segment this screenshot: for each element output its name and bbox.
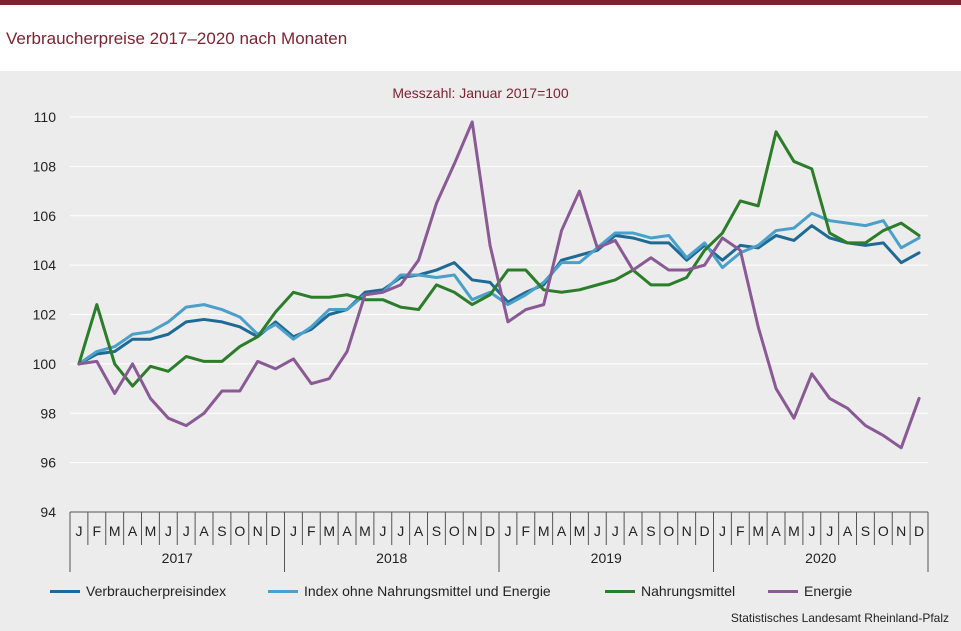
legend-item-nahrungsmittel: Nahrungsmittel bbox=[605, 583, 735, 599]
x-tick-label: A bbox=[771, 523, 781, 539]
x-tick-label: D bbox=[700, 523, 710, 539]
x-year-label: 2019 bbox=[591, 550, 622, 566]
x-tick-label: N bbox=[896, 523, 906, 539]
x-tick-label: M bbox=[788, 523, 800, 539]
x-tick-label: D bbox=[485, 523, 495, 539]
y-tick-label: 108 bbox=[33, 158, 57, 174]
x-tick-label: A bbox=[628, 523, 638, 539]
x-tick-label: D bbox=[271, 523, 281, 539]
x-tick-label: J bbox=[808, 523, 815, 539]
legend-swatch bbox=[268, 589, 298, 593]
legend-swatch bbox=[50, 589, 80, 593]
x-year-label: 2017 bbox=[162, 550, 193, 566]
y-tick-label: 102 bbox=[33, 307, 57, 323]
x-tick-label: F bbox=[307, 523, 316, 539]
x-tick-label: J bbox=[165, 523, 172, 539]
x-tick-label: J bbox=[612, 523, 619, 539]
x-tick-label: O bbox=[234, 523, 245, 539]
x-tick-label: N bbox=[682, 523, 692, 539]
x-tick-label: O bbox=[878, 523, 889, 539]
x-tick-label: S bbox=[646, 523, 655, 539]
x-tick-label: J bbox=[594, 523, 601, 539]
x-tick-label: A bbox=[199, 523, 209, 539]
x-tick-label: M bbox=[109, 523, 121, 539]
x-tick-label: S bbox=[861, 523, 870, 539]
series-line-1 bbox=[77, 211, 921, 366]
x-tick-label: M bbox=[145, 523, 157, 539]
x-tick-label: S bbox=[217, 523, 226, 539]
x-tick-label: M bbox=[752, 523, 764, 539]
x-tick-label: N bbox=[467, 523, 477, 539]
x-tick-label: O bbox=[663, 523, 674, 539]
x-tick-label: A bbox=[342, 523, 352, 539]
y-tick-label: 96 bbox=[40, 455, 56, 471]
x-tick-label: J bbox=[504, 523, 511, 539]
x-tick-label: J bbox=[183, 523, 190, 539]
legend-item-verbraucherpreisindex: Verbraucherpreisindex bbox=[50, 583, 226, 599]
x-year-label: 2020 bbox=[805, 550, 836, 566]
y-tick-label: 100 bbox=[33, 356, 57, 372]
y-tick-label: 106 bbox=[33, 208, 57, 224]
x-tick-label: J bbox=[719, 523, 726, 539]
legend-label: Index ohne Nahrungsmittel und Energie bbox=[304, 583, 551, 599]
x-tick-label: J bbox=[290, 523, 297, 539]
x-tick-label: A bbox=[128, 523, 138, 539]
legend-label: Verbraucherpreisindex bbox=[86, 583, 227, 599]
x-tick-label: A bbox=[557, 523, 567, 539]
legend-item-energie: Energie bbox=[768, 583, 852, 599]
y-tick-label: 110 bbox=[34, 109, 57, 125]
x-tick-label: O bbox=[449, 523, 460, 539]
y-tick-label: 98 bbox=[40, 405, 56, 421]
series-line-2 bbox=[77, 130, 921, 388]
source-note: Statistisches Landesamt Rheinland-Pfalz bbox=[730, 611, 949, 625]
x-tick-label: M bbox=[538, 523, 550, 539]
x-tick-label: F bbox=[736, 523, 745, 539]
y-tick-label: 104 bbox=[33, 257, 57, 273]
series-line-3 bbox=[77, 120, 921, 450]
legend-item-index-ohne: Index ohne Nahrungsmittel und Energie bbox=[268, 583, 551, 599]
x-tick-label: J bbox=[397, 523, 404, 539]
series-line-0 bbox=[77, 224, 921, 366]
x-tick-label: D bbox=[914, 523, 924, 539]
legend-label: Energie bbox=[804, 583, 853, 599]
legend-label: Nahrungsmittel bbox=[641, 583, 736, 599]
chart-subtitle: Messzahl: Januar 2017=100 bbox=[392, 85, 569, 101]
x-tick-label: M bbox=[574, 523, 586, 539]
x-tick-label: J bbox=[379, 523, 386, 539]
title-panel: Verbraucherpreise 2017–2020 nach Monaten bbox=[0, 5, 961, 71]
y-tick-label: 94 bbox=[40, 504, 56, 520]
x-tick-label: M bbox=[323, 523, 335, 539]
x-tick-label: A bbox=[414, 523, 424, 539]
x-tick-label: J bbox=[826, 523, 833, 539]
legend-swatch bbox=[768, 589, 798, 593]
x-tick-label: A bbox=[843, 523, 853, 539]
x-tick-label: N bbox=[253, 523, 263, 539]
legend-swatch bbox=[605, 589, 635, 593]
x-tick-label: J bbox=[75, 523, 82, 539]
page-title: Verbraucherpreise 2017–2020 nach Monaten bbox=[6, 29, 348, 48]
x-tick-label: M bbox=[359, 523, 371, 539]
top-accent-bar bbox=[0, 0, 961, 5]
x-tick-label: F bbox=[93, 523, 102, 539]
x-tick-label: S bbox=[432, 523, 441, 539]
x-tick-label: F bbox=[522, 523, 531, 539]
x-year-label: 2018 bbox=[376, 550, 407, 566]
